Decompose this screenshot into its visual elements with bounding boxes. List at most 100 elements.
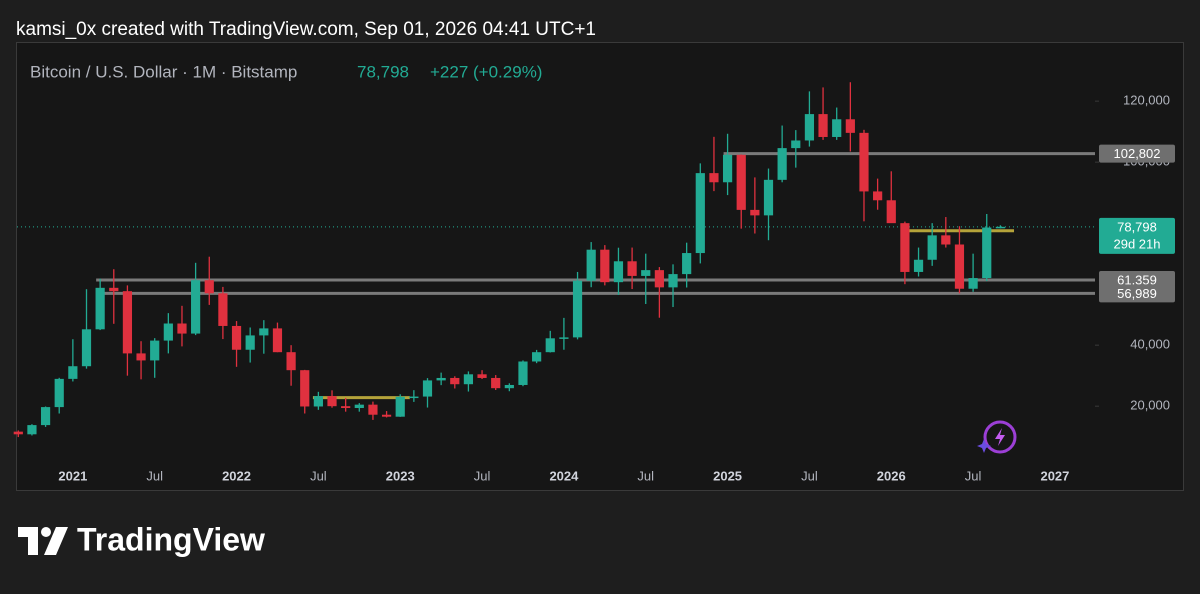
candle-body <box>791 140 801 149</box>
candle-body <box>27 425 37 435</box>
candle-body <box>163 323 173 341</box>
candle-body <box>668 274 678 288</box>
plot: 20,00040,000100,000120,0002021Jul2022Jul… <box>13 82 1175 483</box>
last-price-label: 78,798 <box>1117 219 1157 234</box>
y-tick-label: 40,000 <box>1130 337 1170 352</box>
candle-body <box>613 261 624 283</box>
candle-body <box>722 154 733 183</box>
candle-body <box>54 378 64 408</box>
candle-body <box>982 227 992 279</box>
candle-body <box>354 404 364 409</box>
logo-part <box>44 527 68 555</box>
candle-body <box>177 323 187 334</box>
candle-body <box>463 374 474 385</box>
candle-body <box>777 148 787 180</box>
candle-body <box>968 278 978 289</box>
candle-body <box>40 407 51 426</box>
candle-body <box>600 249 610 283</box>
candle-body <box>286 352 296 371</box>
candle-body <box>941 235 951 245</box>
candle-body <box>532 352 542 362</box>
x-tick-label: Jul <box>474 468 491 483</box>
candle-body <box>150 340 160 361</box>
candle-body <box>204 280 214 294</box>
candle-body <box>818 114 828 137</box>
countdown-label: 29d 21h <box>1114 236 1161 251</box>
x-tick-label: 2024 <box>549 468 579 483</box>
attribution: kamsi_0x created with TradingView.com, S… <box>16 19 596 40</box>
level-tag-label: 102,802 <box>1114 146 1161 161</box>
candle-body <box>518 361 528 385</box>
candle-body <box>409 396 419 399</box>
candle-body <box>491 377 501 389</box>
candle-body <box>995 226 1005 229</box>
candle-body <box>381 414 392 417</box>
level-tag <box>1099 284 1175 303</box>
candle-body <box>422 380 433 397</box>
x-tick-label: 2022 <box>222 468 251 483</box>
candle-body <box>81 329 92 367</box>
candle-body <box>313 396 323 407</box>
logo-part <box>41 527 51 537</box>
candle-body <box>272 328 283 353</box>
x-tick-label: 2021 <box>58 468 87 483</box>
candle-body <box>559 337 569 339</box>
candle-body <box>682 253 692 275</box>
x-tick-label: 2027 <box>1040 468 1069 483</box>
last-price-tag <box>1099 217 1175 254</box>
candle-body <box>109 287 119 292</box>
candle-body <box>572 280 583 338</box>
candle-body <box>913 259 924 272</box>
x-tick-label: Jul <box>965 468 982 483</box>
candle-body <box>450 377 460 385</box>
candle-body <box>95 287 105 330</box>
x-tick-label: Jul <box>637 468 654 483</box>
candle-body <box>545 338 555 353</box>
candle-body <box>368 404 378 415</box>
change: +227 (+0.29%) <box>430 62 542 81</box>
candle-body <box>654 270 664 288</box>
candle-body <box>436 377 446 381</box>
x-tick-label: Jul <box>310 468 327 483</box>
logo-mark <box>18 527 68 555</box>
candle-body <box>191 280 201 334</box>
y-tick-label: 20,000 <box>1130 398 1170 413</box>
candle-body <box>900 223 910 272</box>
candle-body <box>804 114 815 141</box>
candle-body <box>641 270 651 276</box>
price: 78,798 <box>357 62 409 81</box>
candle-body <box>627 261 637 276</box>
x-tick-label: 2026 <box>877 468 906 483</box>
level-tag <box>1099 144 1175 163</box>
bolt-icon <box>977 420 1017 454</box>
candle-body <box>736 154 746 210</box>
candle-body <box>763 179 774 216</box>
candle-body <box>218 293 228 326</box>
candle-body <box>873 191 883 201</box>
candle-body <box>327 396 337 407</box>
candle-body <box>136 353 146 361</box>
x-tick-label: 2025 <box>713 468 742 483</box>
candle-body <box>395 396 405 417</box>
x-tick-label: Jul <box>146 468 163 483</box>
candle-body <box>586 249 596 281</box>
logo-part <box>18 527 38 555</box>
candle-body <box>859 132 869 192</box>
x-tick-label: 2023 <box>386 468 415 483</box>
x-tick-label: Jul <box>801 468 818 483</box>
candle-body <box>695 173 705 254</box>
candle-body <box>709 173 719 183</box>
candle-body <box>300 370 310 407</box>
candle-body <box>122 291 133 354</box>
bolt <box>995 428 1005 446</box>
candle-body <box>259 328 269 336</box>
candle-body <box>245 335 255 350</box>
level-tag-label: 61,359 <box>1117 272 1157 287</box>
candle-body <box>13 431 23 435</box>
candle-body <box>927 235 937 260</box>
candle-body <box>341 406 351 409</box>
candle-body <box>832 119 842 137</box>
candle-body <box>504 384 514 389</box>
